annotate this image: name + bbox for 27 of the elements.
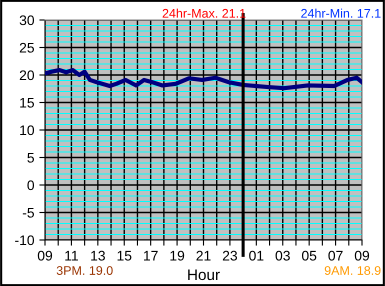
x-tick-label: 19 <box>170 250 184 261</box>
y-tick-label: 15 <box>20 98 34 108</box>
x-tick-label: 05 <box>302 250 316 261</box>
y-tick-label: -5 <box>22 208 34 218</box>
x-tick-label: 01 <box>249 250 264 261</box>
x-axis-title: Hour <box>188 269 220 280</box>
x-tick-label: 07 <box>328 250 343 261</box>
x-tick-label: 13 <box>91 250 105 261</box>
x-tick-label: 15 <box>118 250 132 261</box>
text: 3PM. 19.0 <box>56 266 113 275</box>
y-tick-label: 30 <box>20 15 34 26</box>
y-tick-label: 25 <box>20 42 34 53</box>
y-tick-label: 10 <box>20 125 34 136</box>
x-tick-label: 09 <box>354 250 370 261</box>
x-tick-label: 17 <box>144 250 158 260</box>
text: 9AM. 18.9 <box>324 266 381 275</box>
x-tick-label: 09 <box>38 250 52 261</box>
y-tick-label: -10 <box>15 235 34 246</box>
x-tick-label: 21 <box>196 250 211 260</box>
x-tick-label: 11 <box>65 250 78 260</box>
y-tick-label: 5 <box>27 152 34 163</box>
text: 24hr-Max. 21.1 <box>162 8 246 18</box>
y-tick-label: 20 <box>20 70 34 80</box>
x-tick-label: 23 <box>222 250 238 261</box>
x-tick-label: 03 <box>276 250 290 261</box>
text: 24hr-Min. 17.1 <box>301 8 381 18</box>
y-tick-label: 0 <box>27 180 34 190</box>
